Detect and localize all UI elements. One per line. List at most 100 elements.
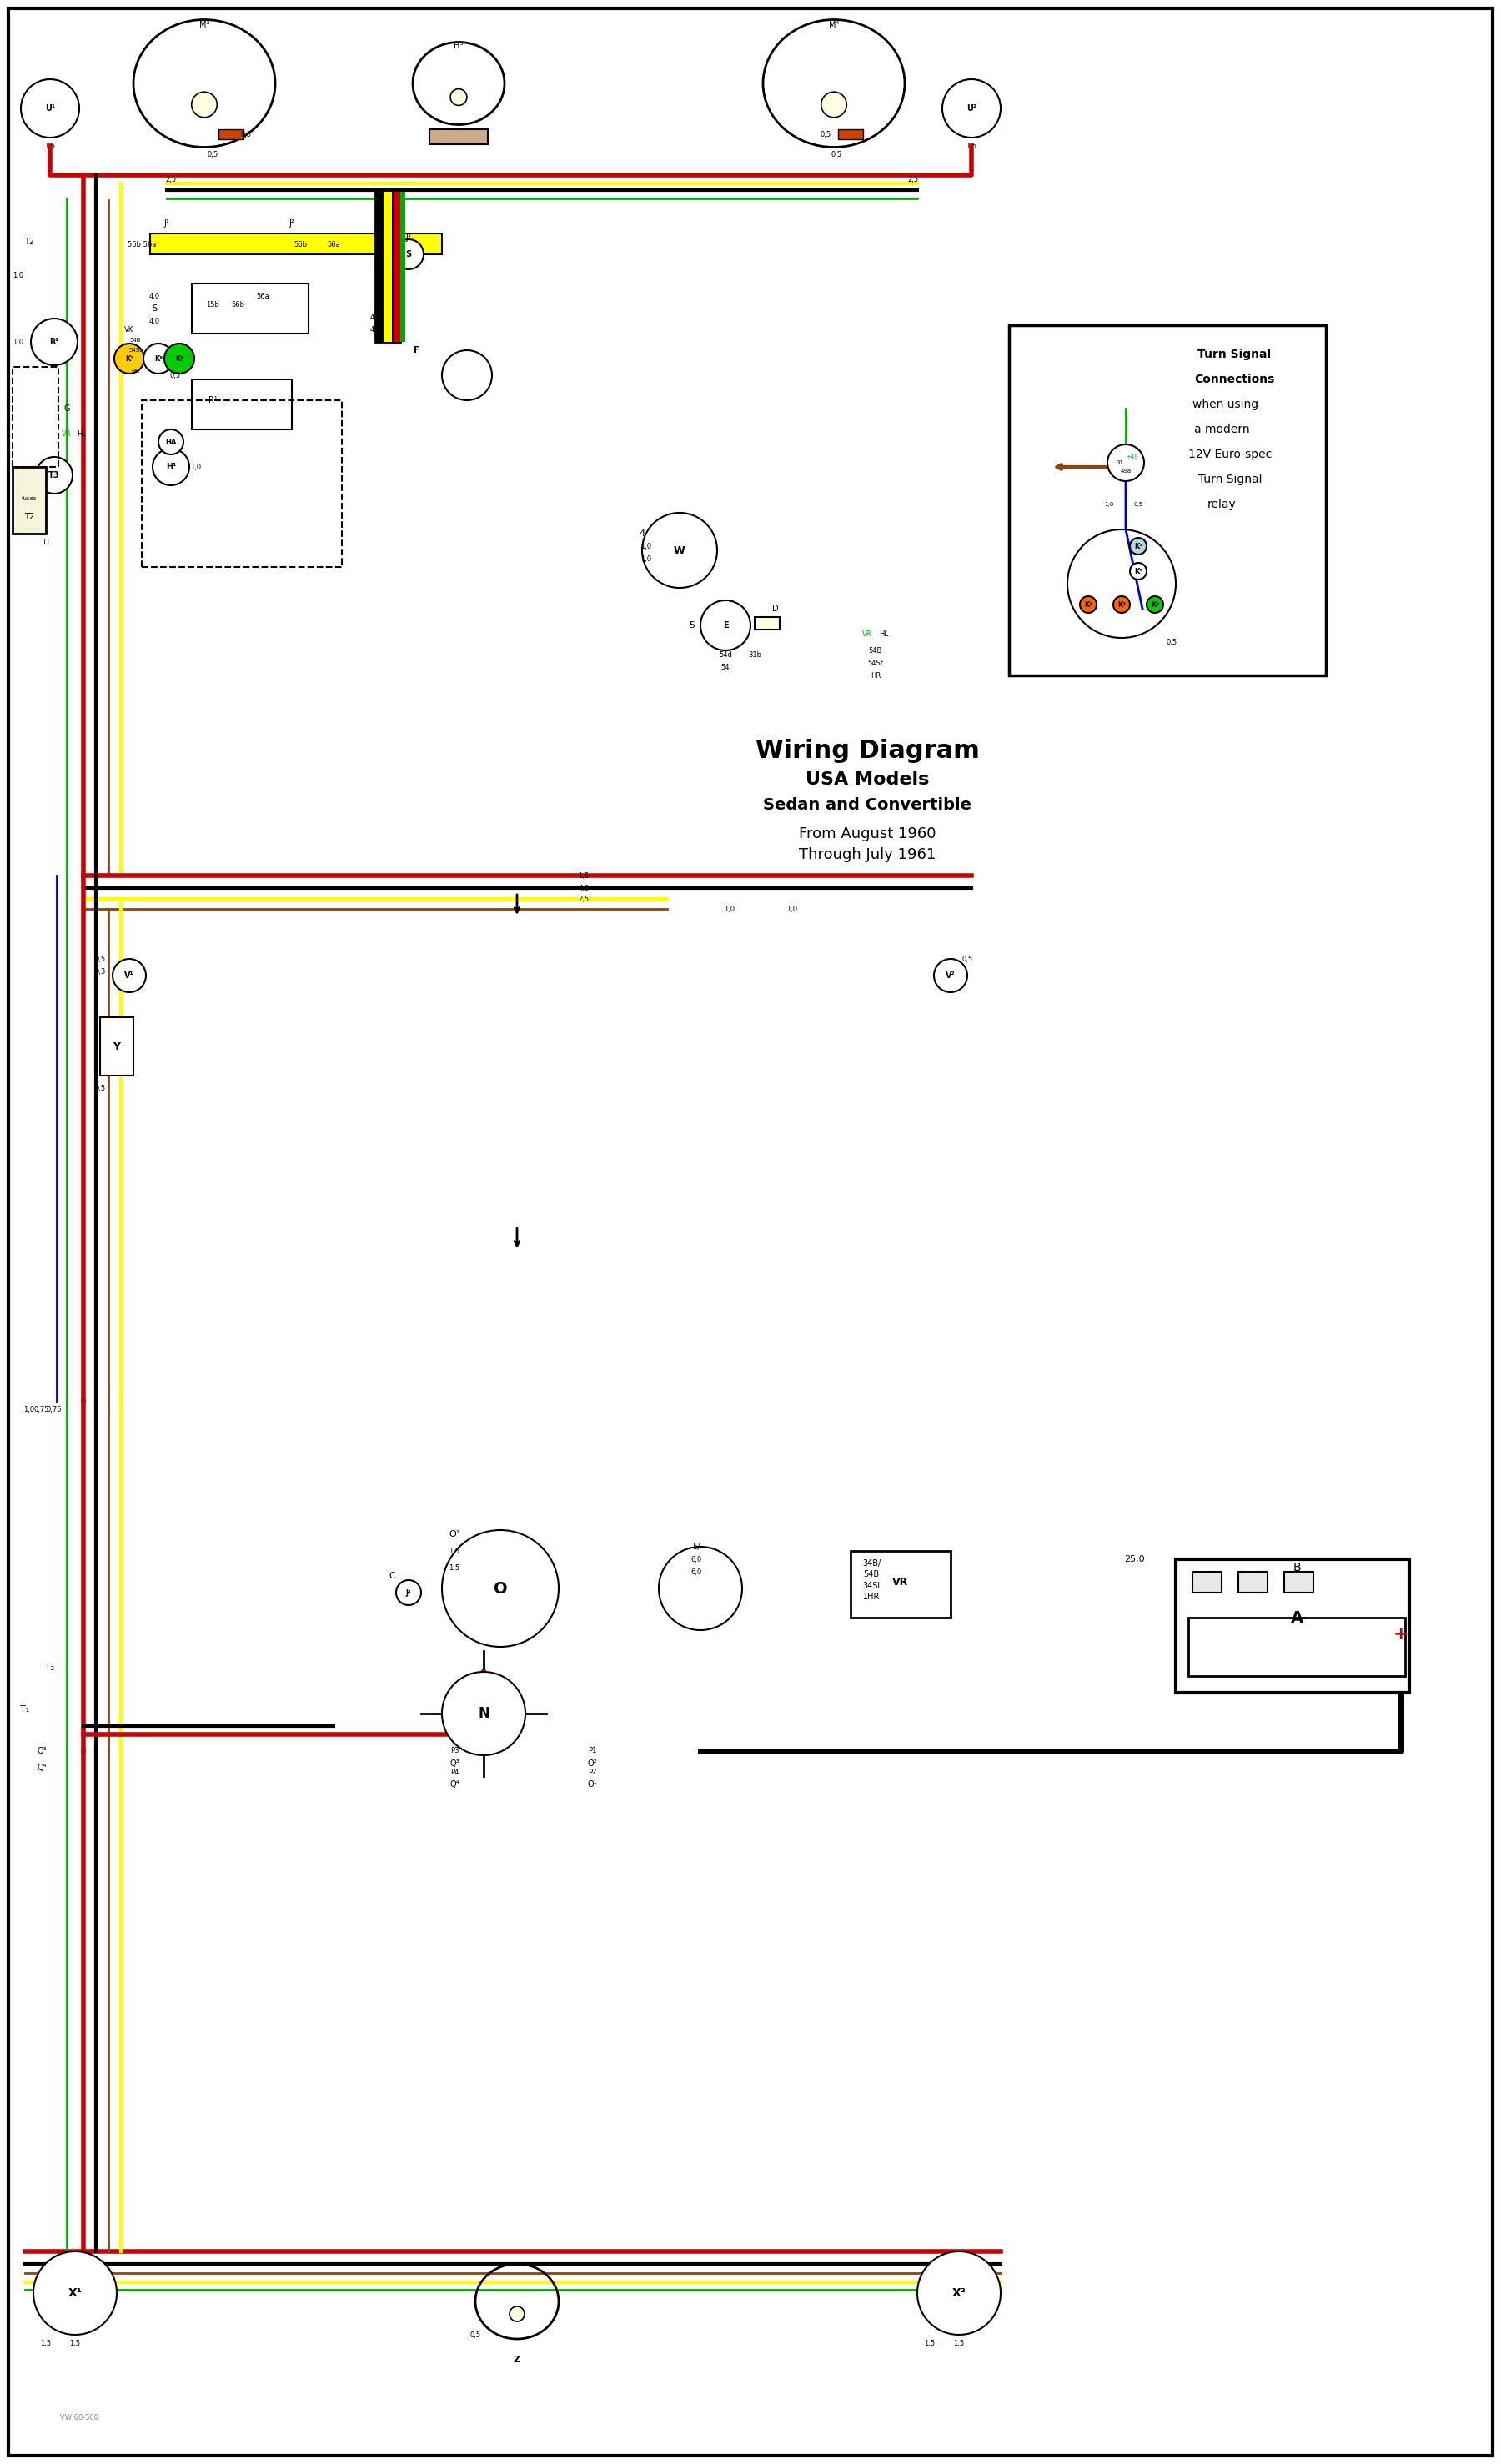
Text: Q³: Q³ xyxy=(38,1747,47,1754)
Circle shape xyxy=(1108,444,1144,480)
Text: 56a: 56a xyxy=(327,241,341,249)
Text: HL: HL xyxy=(880,631,889,638)
Text: T₁: T₁ xyxy=(21,1705,30,1712)
Text: 54d: 54d xyxy=(719,650,732,658)
Text: 1,5: 1,5 xyxy=(967,143,977,150)
Bar xyxy=(393,192,401,342)
Text: J⁴: J⁴ xyxy=(405,1589,411,1597)
Text: J²: J² xyxy=(290,219,294,227)
Text: P3: P3 xyxy=(450,1747,459,1754)
Text: X¹: X¹ xyxy=(68,2287,83,2299)
Text: O¹: O¹ xyxy=(449,1530,459,1538)
Bar xyxy=(141,399,342,567)
Circle shape xyxy=(36,456,72,493)
Text: fuses: fuses xyxy=(21,495,38,500)
Circle shape xyxy=(1114,596,1130,614)
Circle shape xyxy=(144,342,174,375)
Text: J³: J³ xyxy=(405,234,411,241)
Text: 34B/: 34B/ xyxy=(862,1560,881,1567)
Text: S: S xyxy=(405,251,411,259)
Bar xyxy=(755,616,779,628)
Text: W: W xyxy=(674,545,686,557)
Circle shape xyxy=(821,91,847,118)
Bar xyxy=(851,1550,950,1619)
Circle shape xyxy=(396,1579,422,1604)
Circle shape xyxy=(642,513,717,589)
Text: D: D xyxy=(773,604,779,614)
Text: K⁴: K⁴ xyxy=(1151,601,1159,609)
Text: HR: HR xyxy=(131,370,140,375)
Bar xyxy=(429,128,488,145)
Circle shape xyxy=(114,342,144,375)
Circle shape xyxy=(917,2252,1001,2336)
Text: 0,3: 0,3 xyxy=(95,968,105,976)
Text: when using: when using xyxy=(1193,399,1259,409)
Circle shape xyxy=(393,239,423,269)
Text: VR: VR xyxy=(863,631,872,638)
Text: 6,0: 6,0 xyxy=(690,1555,702,1562)
Text: A: A xyxy=(1291,1609,1303,1626)
Text: 0,5: 0,5 xyxy=(240,131,252,138)
Text: 0,5: 0,5 xyxy=(832,150,842,158)
Text: 0,5: 0,5 xyxy=(95,956,105,963)
Text: 4,0: 4,0 xyxy=(149,293,159,301)
Text: HA: HA xyxy=(165,439,177,446)
Text: K³: K³ xyxy=(1117,601,1126,609)
Text: HL: HL xyxy=(77,429,87,436)
Circle shape xyxy=(450,89,467,106)
Text: Q⁴: Q⁴ xyxy=(38,1764,47,1772)
Text: Through July 1961: Through July 1961 xyxy=(799,848,935,862)
Text: 56b: 56b xyxy=(231,301,245,308)
Text: Z: Z xyxy=(513,2356,521,2363)
Text: P1: P1 xyxy=(588,1747,596,1754)
Text: H³: H³ xyxy=(453,42,464,49)
Text: USA Models: USA Models xyxy=(806,771,929,788)
Text: 49a: 49a xyxy=(1120,468,1132,473)
Text: 25,0: 25,0 xyxy=(1124,1555,1144,1565)
Text: 1,0: 1,0 xyxy=(641,542,651,549)
Text: 0,5: 0,5 xyxy=(170,372,180,379)
Circle shape xyxy=(701,601,750,650)
Text: 15b: 15b xyxy=(206,301,219,308)
Text: T2: T2 xyxy=(24,237,35,246)
Text: 0,5: 0,5 xyxy=(1166,638,1177,646)
Circle shape xyxy=(1147,596,1163,614)
Text: 1,0: 1,0 xyxy=(787,904,797,912)
Text: T2: T2 xyxy=(24,513,35,522)
Text: G: G xyxy=(63,404,71,414)
Text: 54B: 54B xyxy=(869,646,883,653)
Text: +49: +49 xyxy=(1126,453,1139,458)
Text: 4,0: 4,0 xyxy=(149,318,159,325)
Text: VK: VK xyxy=(125,325,134,333)
Text: 5: 5 xyxy=(689,621,695,628)
Circle shape xyxy=(1130,537,1147,554)
Text: J¹: J¹ xyxy=(164,219,170,227)
Text: a modern: a modern xyxy=(1193,424,1249,436)
Text: 31: 31 xyxy=(1117,461,1124,466)
Text: VW 60-500: VW 60-500 xyxy=(60,2415,99,2422)
Bar xyxy=(192,379,291,429)
Text: X²: X² xyxy=(952,2287,967,2299)
Text: 4,0: 4,0 xyxy=(369,313,381,320)
Text: 1,0: 1,0 xyxy=(14,271,24,278)
Text: +: + xyxy=(1393,1626,1409,1643)
Text: 54B: 54B xyxy=(129,338,141,342)
Bar xyxy=(384,192,392,342)
Text: 1,0: 1,0 xyxy=(641,554,651,562)
Text: 1,0: 1,0 xyxy=(24,1404,35,1412)
Circle shape xyxy=(33,2252,117,2336)
Text: Sedan and Convertible: Sedan and Convertible xyxy=(763,796,971,813)
Text: 2,5: 2,5 xyxy=(578,894,590,902)
Circle shape xyxy=(164,342,194,375)
Text: 1,0: 1,0 xyxy=(191,463,201,471)
Circle shape xyxy=(1130,562,1147,579)
Text: K⁵: K⁵ xyxy=(1135,567,1142,574)
Text: 1,5: 1,5 xyxy=(449,1565,459,1572)
Circle shape xyxy=(441,350,492,399)
Text: 1,5: 1,5 xyxy=(925,2338,935,2346)
Text: 56a: 56a xyxy=(257,293,269,301)
Text: K¹: K¹ xyxy=(1135,542,1142,549)
Circle shape xyxy=(159,429,183,453)
Text: 1,0: 1,0 xyxy=(1105,503,1114,508)
Text: M³: M³ xyxy=(200,20,210,30)
